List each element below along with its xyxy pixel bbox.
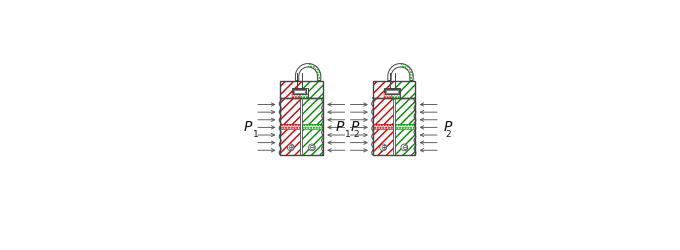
Bar	[301, 98, 322, 155]
Bar	[373, 98, 394, 155]
Bar	[384, 94, 392, 98]
Bar	[280, 80, 322, 98]
Text: ⊖: ⊖	[401, 143, 407, 152]
Text: 2: 2	[446, 130, 452, 139]
Text: ⊕: ⊕	[380, 143, 386, 152]
Text: P: P	[243, 120, 252, 134]
Bar	[373, 98, 415, 155]
Bar	[394, 124, 415, 129]
Bar	[280, 124, 301, 129]
Bar	[394, 98, 415, 155]
Bar	[292, 94, 300, 98]
Bar	[280, 80, 301, 98]
Text: P: P	[443, 120, 452, 134]
Text: P: P	[336, 120, 344, 134]
Bar	[394, 80, 415, 98]
Bar	[301, 98, 322, 155]
Bar	[280, 124, 301, 129]
Bar	[373, 80, 394, 98]
Bar	[292, 94, 300, 98]
Circle shape	[401, 144, 408, 151]
Bar	[280, 80, 301, 98]
Bar	[394, 80, 415, 98]
Bar	[392, 94, 400, 98]
Bar	[294, 90, 305, 93]
Text: 1: 1	[345, 130, 351, 139]
Bar	[392, 94, 400, 98]
Text: 1: 1	[253, 130, 258, 139]
Bar	[373, 124, 394, 129]
Bar	[280, 98, 301, 155]
Text: ⊖: ⊖	[309, 143, 315, 152]
Circle shape	[288, 144, 294, 151]
Circle shape	[309, 144, 316, 151]
Bar	[384, 88, 400, 98]
Bar	[301, 80, 322, 98]
Bar	[373, 98, 394, 155]
Bar	[373, 124, 394, 129]
Bar	[373, 80, 415, 98]
Circle shape	[379, 144, 386, 151]
Bar	[301, 98, 303, 155]
Bar	[384, 94, 392, 98]
Bar	[386, 90, 398, 93]
Bar	[300, 94, 307, 98]
Bar	[392, 98, 395, 155]
Bar	[394, 124, 415, 129]
Text: 2: 2	[354, 130, 359, 139]
Bar	[394, 98, 415, 155]
Bar	[292, 88, 307, 98]
Bar	[385, 89, 399, 94]
Text: P: P	[351, 120, 359, 134]
Bar	[300, 94, 307, 98]
Bar	[280, 98, 301, 155]
Bar	[301, 124, 322, 129]
Polygon shape	[295, 64, 321, 80]
Bar	[280, 98, 322, 155]
Bar	[301, 80, 322, 98]
Bar	[293, 89, 307, 94]
Bar	[301, 124, 322, 129]
Bar	[373, 80, 394, 98]
Polygon shape	[388, 64, 413, 80]
Text: ⊕: ⊕	[288, 143, 294, 152]
